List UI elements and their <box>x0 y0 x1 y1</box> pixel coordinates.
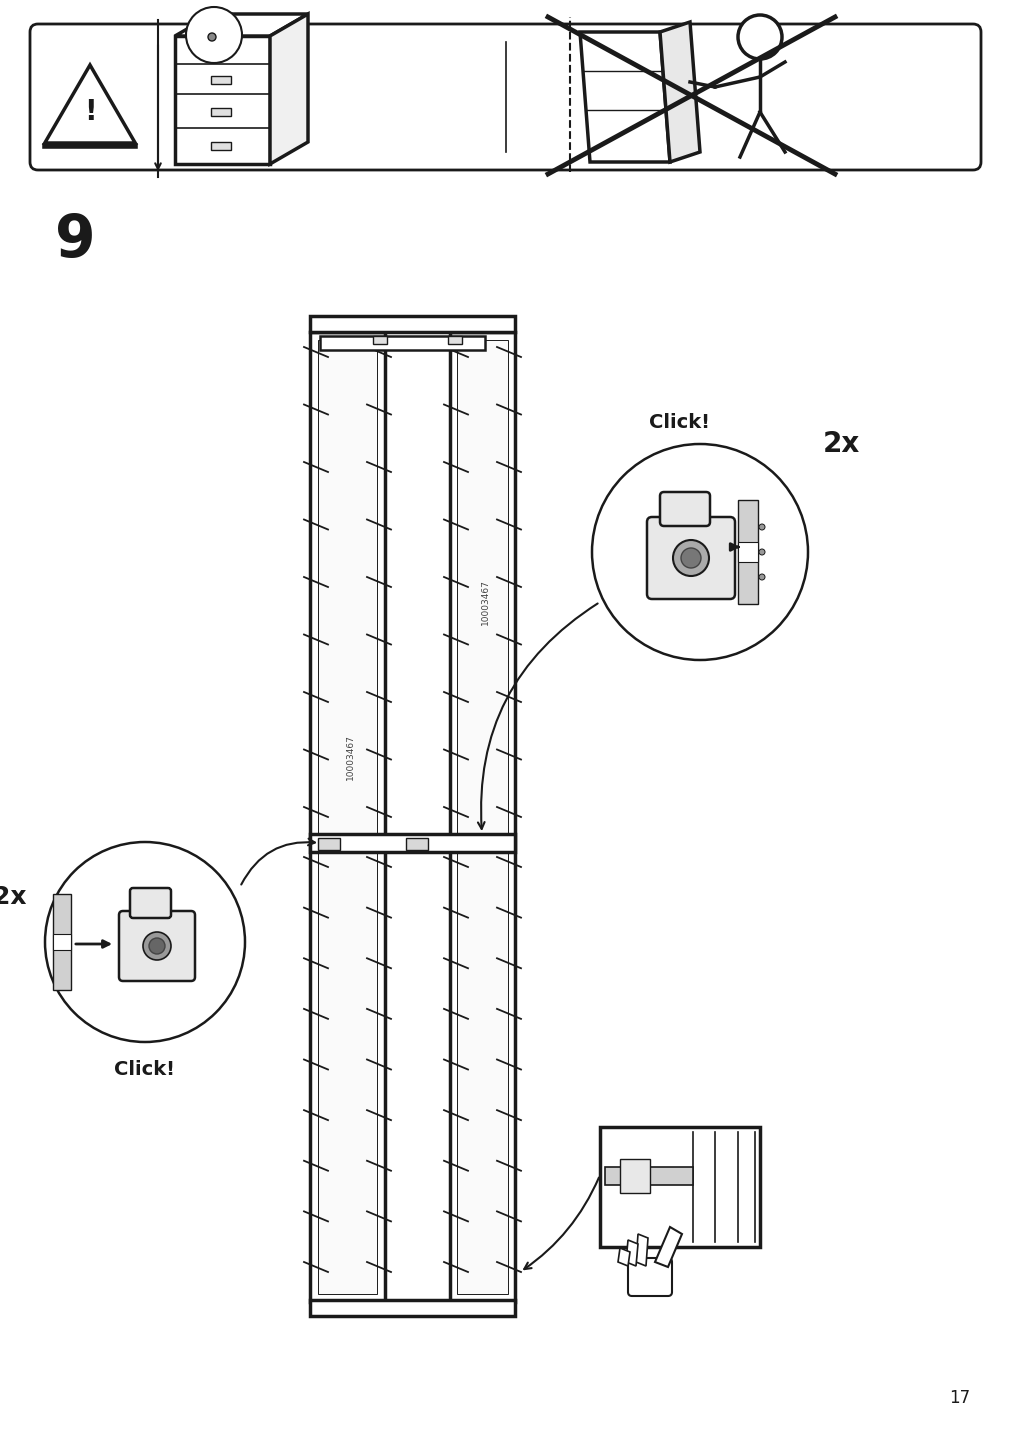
Text: Click!: Click! <box>114 1060 175 1078</box>
Bar <box>211 142 231 150</box>
Circle shape <box>680 548 701 569</box>
Bar <box>448 337 462 344</box>
Bar <box>53 934 71 949</box>
Polygon shape <box>618 1249 630 1266</box>
Polygon shape <box>44 64 135 143</box>
Bar <box>319 337 484 349</box>
Circle shape <box>143 932 171 959</box>
Bar <box>309 833 515 852</box>
Polygon shape <box>626 1240 637 1266</box>
Bar <box>309 316 515 332</box>
Bar <box>317 838 340 851</box>
Bar <box>309 1300 515 1316</box>
Bar <box>373 337 386 344</box>
Bar <box>600 1127 759 1247</box>
Polygon shape <box>579 32 669 162</box>
Polygon shape <box>175 14 307 36</box>
Polygon shape <box>654 1227 681 1267</box>
FancyBboxPatch shape <box>628 1257 671 1296</box>
Circle shape <box>672 540 709 576</box>
FancyArrowPatch shape <box>477 603 598 829</box>
Bar <box>53 894 71 990</box>
Text: 2x: 2x <box>822 430 859 458</box>
Circle shape <box>758 574 764 580</box>
Polygon shape <box>635 1234 647 1266</box>
Bar <box>605 1167 693 1184</box>
Text: 10003467: 10003467 <box>345 735 354 780</box>
Polygon shape <box>270 14 307 165</box>
Circle shape <box>208 33 215 42</box>
Circle shape <box>149 938 165 954</box>
FancyBboxPatch shape <box>119 911 195 981</box>
Circle shape <box>758 548 764 556</box>
Text: 17: 17 <box>948 1389 969 1408</box>
Bar <box>405 838 428 851</box>
Bar <box>211 76 231 83</box>
Circle shape <box>591 444 807 660</box>
FancyArrowPatch shape <box>241 839 314 885</box>
Text: 9: 9 <box>55 212 95 269</box>
Circle shape <box>758 524 764 530</box>
Text: Click!: Click! <box>649 412 710 432</box>
Bar <box>737 541 757 561</box>
Bar <box>450 332 515 1302</box>
Bar <box>211 107 231 116</box>
Circle shape <box>737 14 782 59</box>
Text: 10003467: 10003467 <box>480 579 489 624</box>
Bar <box>317 339 377 1295</box>
Bar <box>457 339 508 1295</box>
FancyBboxPatch shape <box>129 888 171 918</box>
Circle shape <box>186 7 242 63</box>
FancyArrowPatch shape <box>524 1177 599 1269</box>
Bar <box>737 500 757 604</box>
Polygon shape <box>659 21 700 162</box>
FancyBboxPatch shape <box>30 24 980 170</box>
Circle shape <box>44 842 245 1042</box>
FancyBboxPatch shape <box>659 493 710 526</box>
Bar <box>175 36 270 165</box>
FancyBboxPatch shape <box>646 517 734 599</box>
Bar <box>620 1158 649 1193</box>
Bar <box>309 332 384 1302</box>
Text: !: ! <box>84 97 96 126</box>
Text: 2x: 2x <box>0 885 27 909</box>
